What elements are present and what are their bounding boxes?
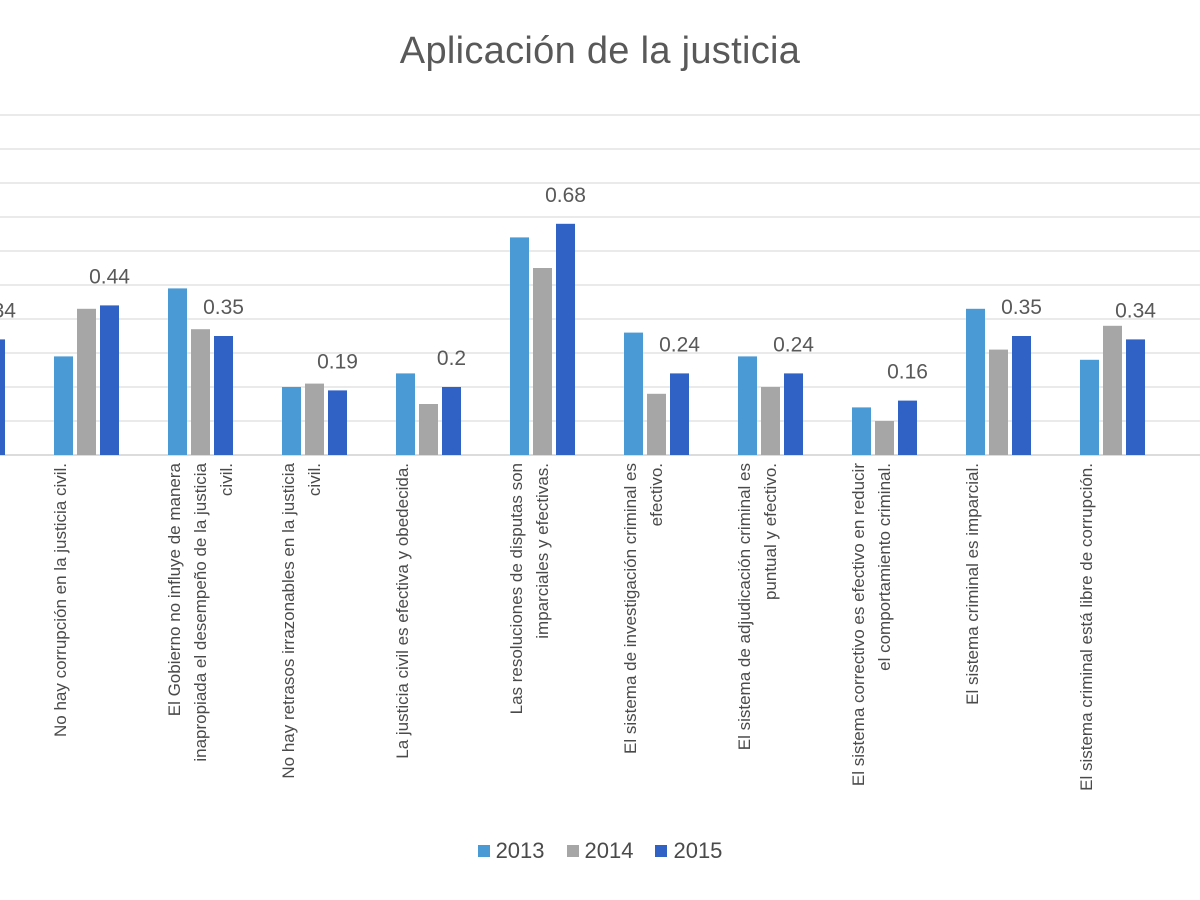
legend-label-2015: 2015 [673,838,723,863]
bar-2014-3 [305,383,324,455]
bar-2014-4 [419,404,438,455]
bar-2013-1 [54,356,73,455]
category-label-2: El Gobierno no influye de manera inaprop… [164,463,236,762]
bar-2015-8 [898,400,917,455]
category-label-0: Se ahora de aplicar la justicia civil. [0,463,12,793]
category-label-10: El sistema criminal está libre de corrup… [1076,463,1096,791]
bar-2014-9 [989,349,1008,455]
bar-2013-4 [396,373,415,455]
legend-item-2015: 2015 [655,838,722,864]
data-labels: 0.34 0.44 0.35 0.19 0.2 0.68 0.24 0.24 0.16 0.35 0… [0,184,1156,384]
category-label-6: El sistema de investigación criminal es … [620,463,666,755]
data-label-1: 0.44 [89,265,130,288]
legend-swatch-2013 [477,845,490,857]
bar-2015-1 [100,305,119,455]
legend-swatch-2014 [566,845,579,857]
category-label-4: La justicia civil es efectiva y obedecid… [392,463,412,759]
category-label-5: Las resoluciones de disputas son imparci… [506,463,552,715]
data-label-4: 0.2 [437,347,466,370]
bar-2015-4 [442,387,461,455]
bar-2015-2 [214,336,233,455]
bar-2015-6 [670,373,689,455]
data-label-10: 0.34 [1115,299,1156,322]
chart-title: Aplicación de la justicia [399,30,801,72]
bar-2014-2 [191,329,210,455]
bar-2014-10 [1103,325,1122,455]
bar-2014-1 [77,308,96,455]
legend-label-2014: 2014 [584,838,634,863]
bar-2013-6 [624,332,643,455]
category-label-1: No hay corrupción en la justicia civil. [50,463,70,738]
bar-2013-9 [966,308,985,455]
bar-2013-3 [282,387,301,455]
bar-2014-7 [761,387,780,455]
bar-2015-5 [556,223,575,455]
bar-2013-7 [738,356,757,455]
data-label-5: 0.68 [545,184,586,207]
bar-2015-10 [1126,339,1145,455]
category-label-9: El sistema criminal es imparcial. [962,463,982,705]
bar-2015-7 [784,373,803,455]
bars [0,223,1145,455]
data-label-0: 0.34 [0,299,16,322]
legend: 2013 2014 2015 [0,838,1200,864]
bar-2015-0 [0,339,5,455]
bar-2014-5 [533,268,552,455]
data-label-7: 0.24 [773,333,814,356]
data-label-8: 0.16 [887,361,928,384]
legend-item-2013: 2013 [477,838,545,864]
category-label-8: El sistema correctivo es efectivo en red… [848,463,894,787]
bar-2015-9 [1012,336,1031,455]
bar-2013-5 [510,237,529,455]
bar-2013-8 [852,407,871,455]
legend-label-2013: 2013 [495,838,545,863]
bar-2013-2 [168,288,187,455]
data-label-9: 0.35 [1001,296,1042,319]
data-label-2: 0.35 [203,296,244,319]
legend-item-2014: 2014 [566,838,634,864]
legend-swatch-2015 [655,845,668,857]
category-label-3: No hay retrasos irrazonables en la justi… [278,463,324,779]
category-label-7: El sistema de adjudicación criminal es p… [734,463,780,751]
bar-2014-8 [875,421,894,455]
data-label-6: 0.24 [659,333,700,356]
bar-2014-6 [647,393,666,455]
bar-2013-10 [1080,359,1099,455]
bar-2015-3 [328,390,347,455]
data-label-3: 0.19 [317,350,358,373]
